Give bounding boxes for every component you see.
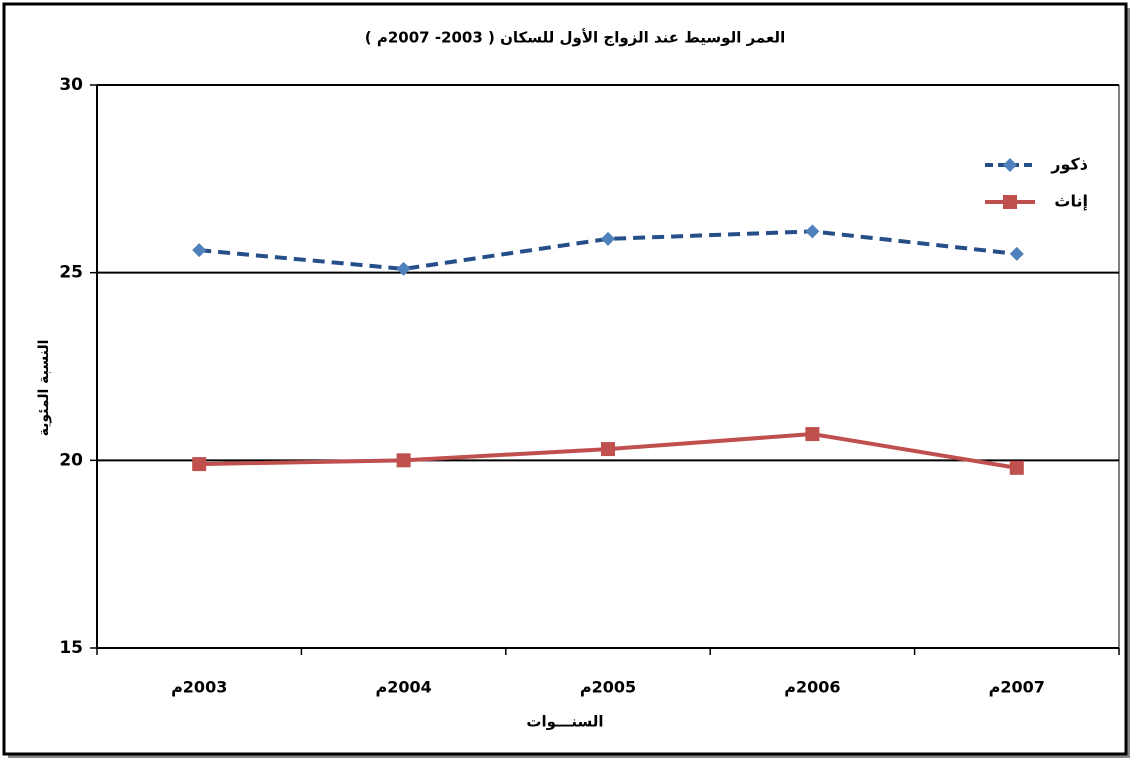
- y-tick-label: 30: [59, 75, 83, 95]
- point: [396, 453, 411, 468]
- x-tick-label: 2005م: [580, 678, 636, 697]
- x-axis-label: السنـــوات: [526, 713, 603, 731]
- point: [1009, 460, 1024, 475]
- point: [805, 427, 820, 442]
- point: [601, 442, 615, 457]
- x-tick-label: 2004م: [375, 678, 431, 697]
- point: [396, 261, 411, 276]
- y-tick-label: 15: [59, 638, 83, 658]
- x-tick-label: 2007م: [989, 678, 1045, 697]
- x-tick-label: 2006م: [784, 678, 840, 697]
- legend-label: إناث: [1054, 192, 1088, 211]
- x-tick-label: 2003م: [171, 678, 227, 697]
- y-axis-label: النسبة المئوية: [36, 340, 52, 437]
- point: [805, 224, 820, 239]
- legend-label: ذكور: [1050, 155, 1088, 174]
- y-tick-label: 20: [59, 450, 83, 470]
- legend-marker: [1003, 195, 1017, 209]
- frame: [2, 2, 1128, 756]
- point: [192, 243, 207, 258]
- legend-marker: [1003, 158, 1017, 172]
- series-line: [199, 229, 1018, 271]
- point: [1009, 246, 1024, 261]
- chart-title: العمر الوسيط عند الزواج الأول للسكان ( 2…: [365, 29, 785, 47]
- y-tick-label: 25: [59, 263, 83, 283]
- point: [601, 231, 615, 246]
- point: [192, 457, 207, 472]
